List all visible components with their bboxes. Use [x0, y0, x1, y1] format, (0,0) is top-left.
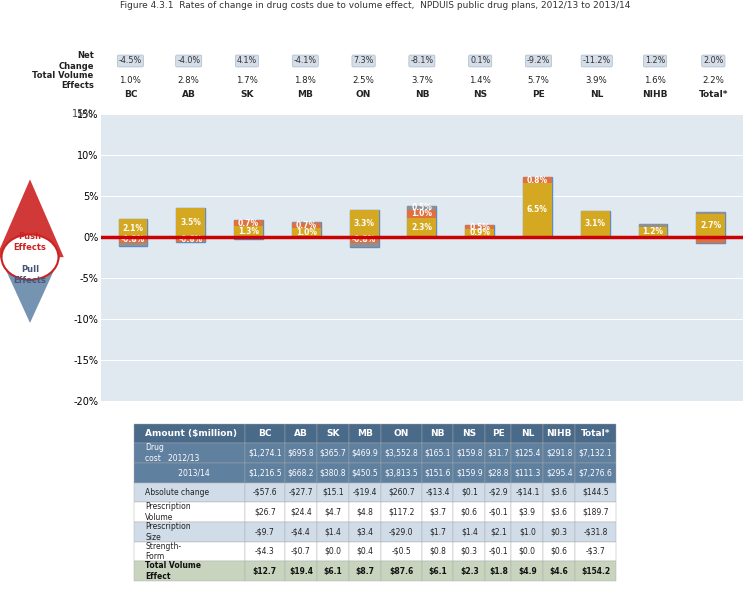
- Text: 1.3%: 1.3%: [238, 227, 259, 236]
- Bar: [118, 243, 148, 246]
- Bar: [234, 220, 263, 226]
- Bar: [350, 243, 379, 248]
- Text: 2.8%: 2.8%: [178, 76, 200, 86]
- Text: Total*: Total*: [698, 90, 728, 99]
- Bar: [638, 224, 668, 227]
- Bar: [407, 206, 436, 209]
- Bar: [292, 222, 321, 228]
- Text: -9.2%: -9.2%: [526, 56, 550, 66]
- Bar: [523, 177, 552, 184]
- Text: 0.5%: 0.5%: [470, 222, 490, 231]
- Bar: [696, 237, 725, 243]
- Text: 1.4%: 1.4%: [470, 76, 491, 86]
- Text: 7.3%: 7.3%: [353, 56, 374, 66]
- Bar: [696, 215, 725, 237]
- Text: Figure 4.3.1  Rates of change in drug costs due to volume effect,  NPDUIS public: Figure 4.3.1 Rates of change in drug cos…: [120, 1, 630, 10]
- Text: Net
Change: Net Change: [58, 51, 94, 71]
- Bar: [696, 212, 725, 215]
- Bar: [350, 237, 379, 243]
- Text: 2.3%: 2.3%: [411, 222, 432, 231]
- Text: 3.7%: 3.7%: [411, 76, 433, 86]
- Text: NL: NL: [590, 90, 604, 99]
- Bar: [176, 208, 206, 242]
- Text: NB: NB: [415, 90, 429, 99]
- Text: Pull
Effects: Pull Effects: [13, 266, 46, 285]
- Text: BC: BC: [124, 90, 137, 99]
- Bar: [350, 209, 379, 237]
- Bar: [407, 209, 436, 218]
- Text: 1.8%: 1.8%: [294, 76, 316, 86]
- Text: 0.5%: 0.5%: [412, 203, 432, 212]
- Text: 2.2%: 2.2%: [703, 76, 724, 86]
- Text: NS: NS: [473, 90, 488, 99]
- Text: 5.7%: 5.7%: [527, 76, 550, 86]
- Bar: [118, 237, 148, 243]
- Text: -8.1%: -8.1%: [410, 56, 434, 66]
- Bar: [523, 184, 552, 237]
- Bar: [638, 224, 668, 237]
- Text: 2.5%: 2.5%: [352, 76, 374, 86]
- Bar: [234, 226, 263, 237]
- Text: ON: ON: [356, 90, 371, 99]
- Bar: [234, 237, 263, 239]
- Text: -0.6%: -0.6%: [178, 234, 203, 243]
- Text: -0.8%: -0.8%: [121, 236, 146, 245]
- Text: PE: PE: [532, 90, 544, 99]
- Bar: [465, 225, 494, 229]
- Text: 0.9%: 0.9%: [470, 228, 490, 237]
- Text: 1.2%: 1.2%: [645, 56, 665, 66]
- Text: 0.7%: 0.7%: [296, 221, 317, 230]
- Bar: [580, 211, 610, 237]
- Bar: [350, 209, 379, 248]
- Text: 3.1%: 3.1%: [585, 219, 606, 228]
- Text: 1.0%: 1.0%: [296, 228, 316, 237]
- Bar: [523, 177, 552, 237]
- Bar: [118, 219, 148, 246]
- Text: 15%: 15%: [72, 109, 94, 118]
- Text: 0.8%: 0.8%: [526, 176, 548, 185]
- Text: 0.1%: 0.1%: [470, 56, 490, 66]
- Text: 3.5%: 3.5%: [180, 218, 201, 227]
- Text: 1.0%: 1.0%: [411, 209, 432, 218]
- Bar: [292, 228, 321, 237]
- Text: 4.1%: 4.1%: [237, 56, 257, 66]
- Text: MB: MB: [297, 90, 314, 99]
- Bar: [118, 219, 148, 237]
- Bar: [580, 211, 610, 237]
- Text: Push
Effects: Push Effects: [13, 233, 46, 252]
- Bar: [696, 212, 725, 243]
- Text: SK: SK: [240, 90, 254, 99]
- Text: 1.7%: 1.7%: [236, 76, 258, 86]
- Text: -4.5%: -4.5%: [118, 56, 142, 66]
- Text: 2.0%: 2.0%: [704, 56, 724, 66]
- Text: 3.3%: 3.3%: [353, 219, 374, 228]
- Bar: [465, 229, 494, 237]
- Text: AB: AB: [182, 90, 196, 99]
- Bar: [234, 220, 263, 239]
- Bar: [407, 218, 436, 237]
- Text: Total Volume
Effects: Total Volume Effects: [32, 71, 94, 90]
- Text: -11.2%: -11.2%: [583, 56, 611, 66]
- Bar: [292, 222, 321, 237]
- Text: -4.0%: -4.0%: [177, 56, 200, 66]
- Text: 1.0%: 1.0%: [119, 76, 141, 86]
- Bar: [176, 208, 206, 237]
- Text: 2.1%: 2.1%: [122, 224, 143, 233]
- Text: 2.7%: 2.7%: [700, 221, 721, 230]
- Text: -0.8%: -0.8%: [352, 236, 376, 245]
- Text: 6.5%: 6.5%: [527, 206, 548, 215]
- Text: 0.7%: 0.7%: [238, 219, 260, 228]
- Text: 1.6%: 1.6%: [644, 76, 666, 86]
- Bar: [407, 206, 436, 237]
- Bar: [465, 225, 494, 237]
- Text: 1.2%: 1.2%: [643, 227, 664, 236]
- Bar: [638, 227, 668, 237]
- Text: -4.1%: -4.1%: [294, 56, 316, 66]
- Bar: [176, 237, 206, 242]
- Text: 3.9%: 3.9%: [586, 76, 608, 86]
- Text: NIHB: NIHB: [642, 90, 668, 99]
